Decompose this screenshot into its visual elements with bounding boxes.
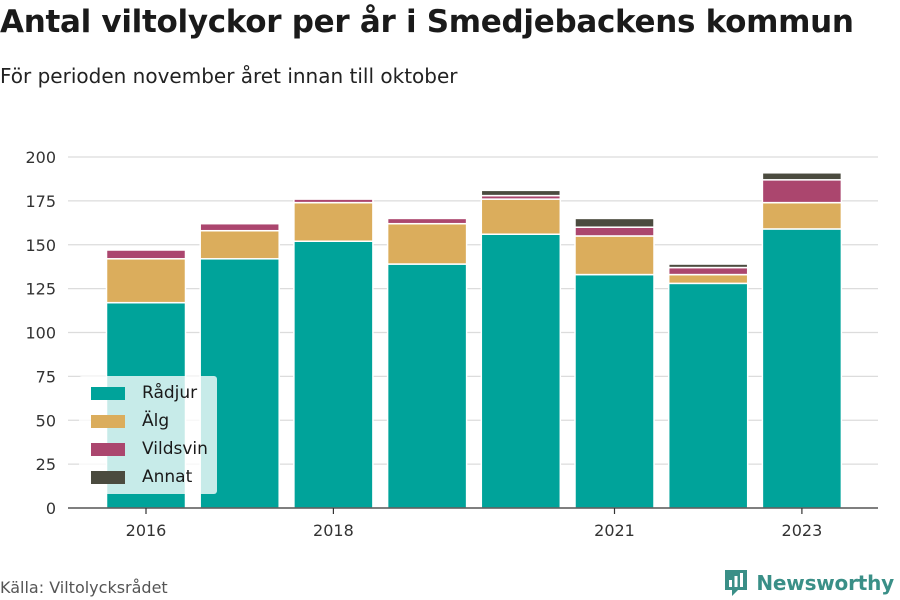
x-axis-ticks: 2016 2018 2021 2023 <box>126 508 823 540</box>
y-tick-label: 25 <box>36 455 56 474</box>
legend-item-radjur: Rådjur <box>91 382 197 404</box>
y-tick-label: 125 <box>25 280 56 299</box>
bar-segment[interactable] <box>574 226 655 237</box>
bar-segment[interactable] <box>574 273 655 509</box>
legend-item-vildsvin: Vildsvin <box>91 438 208 460</box>
y-tick-label: 100 <box>25 324 56 343</box>
bar-segment[interactable] <box>386 222 468 265</box>
legend-item-alg: Älg <box>91 410 169 432</box>
legend-label: Rådjur <box>142 383 198 403</box>
bars <box>105 172 843 509</box>
legend-label: Älg <box>142 411 170 431</box>
bar-segment[interactable] <box>480 233 562 509</box>
bar-segment[interactable] <box>480 198 562 235</box>
y-tick-label: 200 <box>25 148 56 167</box>
brand-logo[interactable]: Newsworthy <box>723 568 894 598</box>
bar-segment[interactable] <box>761 228 843 509</box>
legend-swatch <box>91 386 125 400</box>
bar-segment[interactable] <box>761 179 843 204</box>
bar-segment[interactable] <box>761 172 843 181</box>
bar-segment[interactable] <box>761 201 843 230</box>
legend: Rådjur Älg Vildsvin Annat <box>79 376 217 494</box>
chart-subtitle: För perioden november året innan till ok… <box>0 64 458 88</box>
legend-label: Annat <box>142 467 193 487</box>
bar-segment[interactable] <box>199 222 280 232</box>
y-tick-label: 50 <box>36 411 56 430</box>
y-tick-label: 150 <box>25 236 56 255</box>
legend-swatch <box>91 442 125 456</box>
bar-segment[interactable] <box>667 266 749 276</box>
source-note: Källa: Viltolycksrådet <box>0 578 168 597</box>
x-tick-label: 2018 <box>313 521 354 540</box>
legend-swatch <box>91 414 125 428</box>
bar-segment[interactable] <box>293 198 374 204</box>
bar-segment[interactable] <box>105 258 187 304</box>
bar-segment[interactable] <box>574 235 655 276</box>
bar-segment[interactable] <box>667 273 749 285</box>
bar-segment[interactable] <box>386 217 468 225</box>
bar-segment[interactable] <box>574 217 655 228</box>
legend-label: Vildsvin <box>142 439 208 459</box>
bar-segment[interactable] <box>293 201 374 242</box>
bar-segment[interactable] <box>105 249 187 260</box>
y-tick-label: 175 <box>25 192 56 211</box>
y-tick-label: 75 <box>36 367 56 386</box>
bar-segment[interactable] <box>480 189 562 197</box>
x-tick-label: 2023 <box>782 521 823 540</box>
y-tick-label: 0 <box>46 499 56 518</box>
bar-segment[interactable] <box>667 282 749 509</box>
legend-item-annat: Annat <box>91 466 192 488</box>
brand-name: Newsworthy <box>756 571 894 595</box>
y-axis-ticks: 0 25 50 75 100 125 150 175 200 <box>25 148 56 518</box>
legend-swatch <box>91 470 125 484</box>
x-tick-label: 2016 <box>126 521 167 540</box>
bar-segment[interactable] <box>199 229 280 260</box>
chart-title: Antal viltolyckor per år i Smedjebackens… <box>0 4 854 40</box>
newsworthy-chart-logo-icon <box>725 570 748 596</box>
x-tick-label: 2021 <box>594 521 635 540</box>
bar-segment[interactable] <box>667 263 749 269</box>
bar-segment[interactable] <box>293 240 374 509</box>
bar-segment[interactable] <box>386 263 468 509</box>
